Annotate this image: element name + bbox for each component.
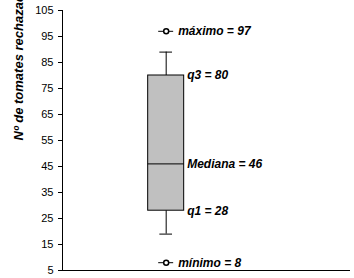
svg-text:q3 = 80: q3 = 80 [187,68,228,82]
svg-text:mínimo = 8: mínimo = 8 [178,256,241,270]
svg-text:máximo = 97: máximo = 97 [178,24,252,38]
svg-text:25: 25 [41,212,53,224]
svg-text:Mediana = 46: Mediana = 46 [187,157,262,171]
svg-text:85: 85 [41,56,53,68]
svg-text:105: 105 [35,4,53,16]
svg-text:75: 75 [41,82,53,94]
svg-text:5: 5 [47,264,53,276]
svg-text:35: 35 [41,186,53,198]
svg-text:q1 = 28: q1 = 28 [187,204,228,218]
svg-text:55: 55 [41,134,53,146]
svg-text:Nº de tomates rechazados: Nº de tomates rechazados [11,0,26,141]
svg-text:95: 95 [41,30,53,42]
svg-text:15: 15 [41,238,53,250]
svg-text:45: 45 [41,160,53,172]
svg-text:65: 65 [41,108,53,120]
